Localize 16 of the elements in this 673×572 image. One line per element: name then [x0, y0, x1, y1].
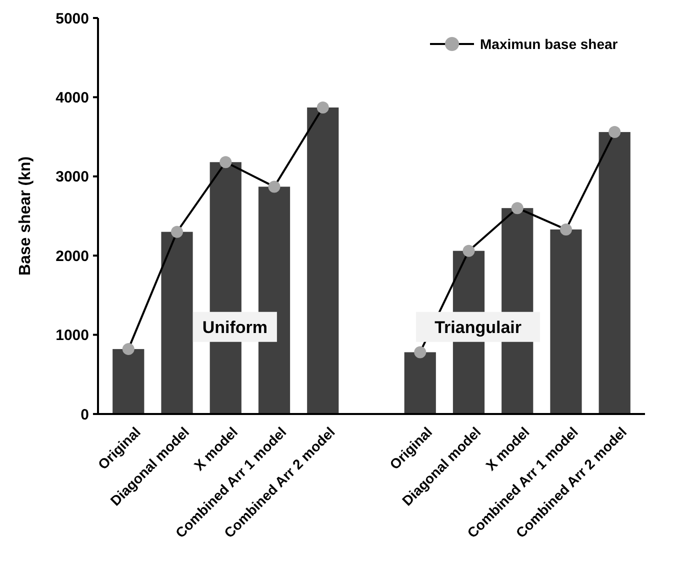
y-tick-label: 1000 — [56, 327, 89, 344]
annotation: Uniform — [202, 318, 268, 337]
bar — [550, 229, 582, 414]
y-tick-label: 4000 — [56, 89, 89, 106]
y-tick-label: 0 — [80, 406, 89, 424]
annotation: Triangulair — [434, 318, 522, 337]
bar — [307, 107, 339, 414]
y-tick-label: 2000 — [56, 248, 89, 265]
y-tick-label: 5000 — [56, 10, 89, 28]
bar — [112, 349, 144, 414]
y-tick-label: 3000 — [56, 168, 89, 186]
bar — [598, 132, 630, 414]
bar — [404, 352, 436, 414]
legend-label: Maximun base shear — [480, 36, 618, 52]
bar — [161, 232, 193, 414]
y-axis-title: Base shear (kn) — [17, 156, 34, 276]
